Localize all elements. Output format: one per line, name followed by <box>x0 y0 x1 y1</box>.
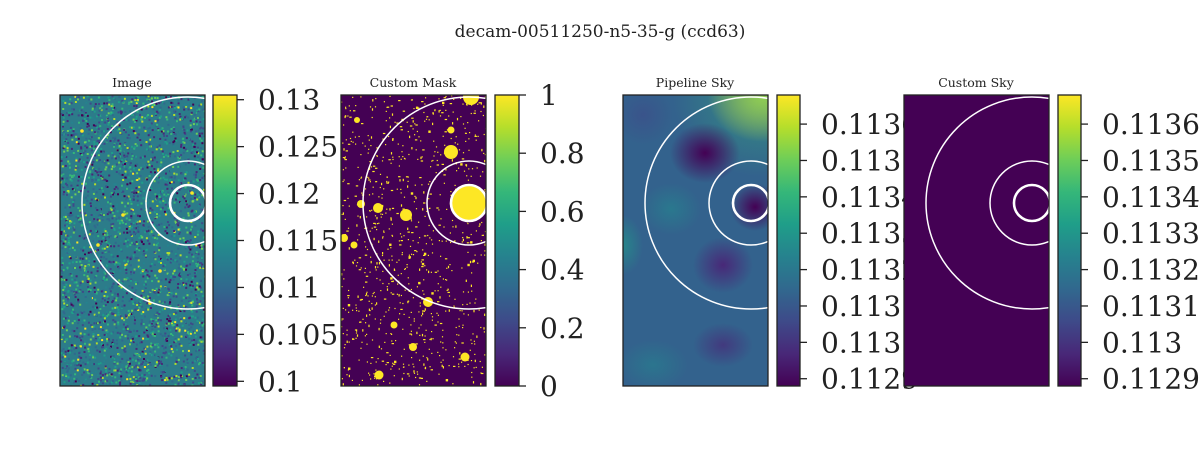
colorbar-tick-label: 0.1134 <box>1102 181 1200 214</box>
panel-title: Image <box>112 75 152 90</box>
image-aperture-ring <box>168 183 205 223</box>
colorbar-tick-label: 0.1133 <box>1102 217 1200 250</box>
image-star <box>158 269 162 273</box>
mask-masked-source <box>350 241 358 249</box>
colorbar-tick-label: 0.8 <box>540 137 585 170</box>
mask-aperture-ring <box>426 160 486 246</box>
colorbar-tick-label: 0.115 <box>258 225 338 258</box>
mask-masked-source <box>409 343 417 351</box>
custom-sky-frame <box>903 94 1050 387</box>
colorbar-tick-label: 0.1135 <box>1102 144 1200 177</box>
pipeline-sky-sky-blob <box>693 323 753 367</box>
mask-masked-source <box>452 186 486 220</box>
colorbar-frame <box>494 94 520 387</box>
image-star <box>190 191 194 195</box>
image-aperture-ring <box>145 160 205 246</box>
image-noise-speckles <box>60 95 205 386</box>
pipeline-sky-sky-blob <box>623 340 688 386</box>
image-frame <box>59 94 206 387</box>
mask-aperture-ring <box>449 183 486 223</box>
mask-masked-source <box>460 352 470 362</box>
colorbar-tick-label: 0.1 <box>258 365 303 398</box>
colorbar-tick-label: 0.12 <box>258 178 320 211</box>
colorbar-tick-label: 0.1132 <box>1102 254 1200 287</box>
colorbar-frame <box>776 94 801 387</box>
colorbar-frame <box>1057 94 1082 387</box>
colorbar-gradient <box>777 95 800 386</box>
colorbar: 0.11360.11350.11340.11330.11320.11310.11… <box>1057 94 1200 396</box>
colorbar-tick-label: 1 <box>540 79 558 112</box>
colorbar-tick-label: 0.1129 <box>821 363 919 396</box>
colorbar-tick-label: 0.1132 <box>821 254 919 287</box>
figure-title: decam-00511250-n5-35-g (ccd63) <box>455 22 746 42</box>
colorbar-tick-label: 0.4 <box>540 254 585 287</box>
pipeline-sky-sky-blob <box>670 123 740 183</box>
mask-aperture-ring <box>362 96 486 310</box>
colorbar-tick-label: 0.1131 <box>1102 290 1200 323</box>
mask-masked-source <box>444 145 458 159</box>
colorbar-tick-label: 0 <box>540 370 558 403</box>
colorbar: 0.13 0.125 0.12 0.115 0.11 0.105 0.1 <box>212 84 338 398</box>
colorbar-tick-label: 0.1134 <box>821 181 919 214</box>
colorbar-gradient <box>213 95 237 386</box>
colorbar-tick-label: 0.6 <box>540 195 585 228</box>
colorbar-tick-label: 0.13 <box>258 84 320 117</box>
pipeline-sky-sky-blob <box>623 215 643 275</box>
mask-masked-source <box>447 126 455 134</box>
pipeline-sky-sky-blob <box>623 95 673 145</box>
mask-masked-source <box>390 321 398 329</box>
panel-title: Custom Sky <box>938 75 1015 90</box>
colorbar-tick-label: 0.1136 <box>821 108 919 141</box>
pipeline-sky-heatmap <box>623 95 768 386</box>
custom-sky-background <box>904 95 1049 386</box>
custom-sky-aperture-ring <box>1012 183 1049 223</box>
mask-masked-source <box>400 209 412 221</box>
image-star <box>96 243 100 247</box>
image-star <box>80 129 84 133</box>
mask-masked-source <box>374 370 384 380</box>
colorbar-tick-label: 0.105 <box>258 318 338 351</box>
colorbar-gradient <box>1058 95 1081 386</box>
pipeline-sky-sky-blob <box>693 237 753 293</box>
mask-frame <box>340 94 487 387</box>
pipeline-sky-sky-blob <box>641 183 701 235</box>
colorbar-tick-label: 0.1135 <box>821 144 919 177</box>
colorbar-tick-label: 0.125 <box>258 131 338 164</box>
panel-title: Pipeline Sky <box>656 75 735 90</box>
custom-sky-aperture-ring <box>925 96 1049 310</box>
panel-custom-mask: Custom Mask 1 0.8 0.6 0.4 0.2 0 <box>340 75 585 403</box>
colorbar-gradient <box>495 95 519 386</box>
pipeline-sky-frame <box>622 94 769 387</box>
colorbar-tick-label: 0.2 <box>540 312 585 345</box>
colorbar-tick-label: 0.1129 <box>1102 363 1200 396</box>
pipeline-sky-aperture-ring <box>708 160 768 246</box>
image-star <box>121 213 125 217</box>
colorbar-tick-label: 0.113 <box>821 326 901 359</box>
colorbar-tick-label: 0.11 <box>258 271 320 304</box>
pipeline-sky-aperture-ring <box>644 96 768 310</box>
colorbar: 0.11360.11350.11340.11330.11320.11310.11… <box>776 94 919 396</box>
mask-masked-source <box>341 234 348 242</box>
colorbar-tick-label: 0.113 <box>1102 326 1182 359</box>
colorbar-tick-label: 0.1131 <box>821 290 919 323</box>
mask-masked-source <box>354 117 360 123</box>
image-heatmap <box>60 95 205 386</box>
pipeline-sky-aperture-ring <box>731 183 768 223</box>
panel-image: Image 0.13 0.125 0.12 0.115 0.11 0.105 0.1 <box>59 75 338 398</box>
image-aperture-ring <box>81 96 205 310</box>
colorbar: 1 0.8 0.6 0.4 0.2 0 <box>494 79 585 403</box>
colorbar-tick-label: 0.1133 <box>821 217 919 250</box>
mask-heatmap <box>341 95 486 386</box>
panel-title: Custom Mask <box>370 75 457 90</box>
mask-masked-source <box>373 203 383 213</box>
colorbar-tick-label: 0.1136 <box>1102 108 1200 141</box>
custom-sky-heatmap <box>904 95 1049 386</box>
custom-sky-aperture-ring <box>989 160 1049 246</box>
